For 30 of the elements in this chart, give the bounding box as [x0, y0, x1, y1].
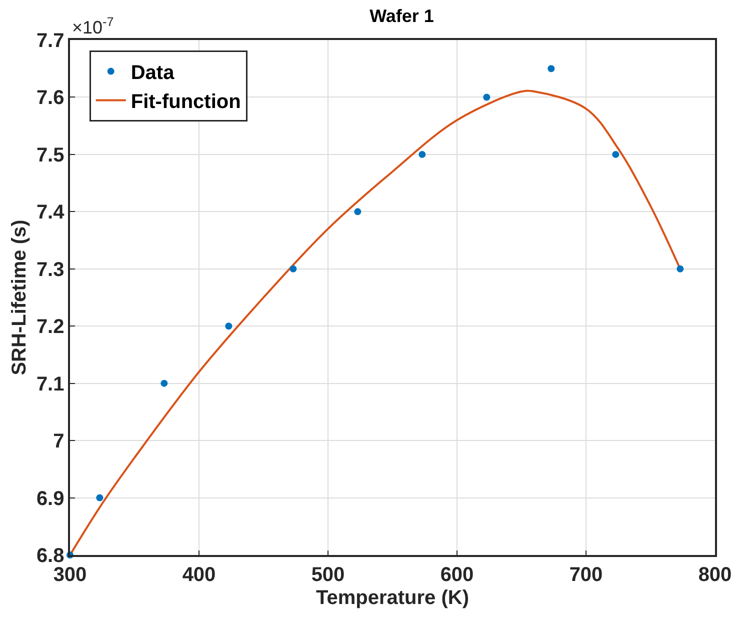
- point: [354, 208, 362, 216]
- legend-label: Data: [130, 62, 176, 84]
- point: [418, 150, 426, 158]
- text: ×10$^{-7}$: [72, 15, 114, 38]
- point: [225, 322, 232, 330]
- x-tick-label: 700: [569, 564, 603, 586]
- y-tick-label: 7.1: [36, 373, 64, 396]
- y-tick-label: 7.2: [36, 316, 64, 338]
- legend-label: Fit-function: [130, 91, 241, 114]
- y-axis-title: SRH-Lifetime (s): [8, 220, 30, 376]
- x-tick-label: 500: [311, 564, 345, 586]
- y-tick-label: 7: [53, 430, 64, 453]
- y-tick-label: 7.4: [36, 202, 66, 224]
- point: [483, 94, 490, 101]
- y-tick-label: 7.5: [36, 144, 64, 166]
- x-axis-title: Temperature (K): [316, 586, 469, 609]
- y-tick-label: 7.3: [36, 258, 64, 281]
- point: [548, 65, 555, 72]
- point: [160, 380, 168, 387]
- point: [96, 494, 104, 502]
- x-tick-label: 800: [698, 564, 732, 586]
- y-tick-label: 7.6: [36, 87, 64, 110]
- chart-title: Wafer 1: [370, 6, 434, 26]
- x-tick-label: 400: [182, 564, 216, 586]
- point: [612, 150, 620, 158]
- point: [290, 265, 297, 272]
- y-tick-label: 6.9: [36, 488, 64, 510]
- x-tick-label: 600: [440, 564, 474, 586]
- point: [676, 265, 684, 272]
- y-tick-label: 7.7: [36, 30, 64, 52]
